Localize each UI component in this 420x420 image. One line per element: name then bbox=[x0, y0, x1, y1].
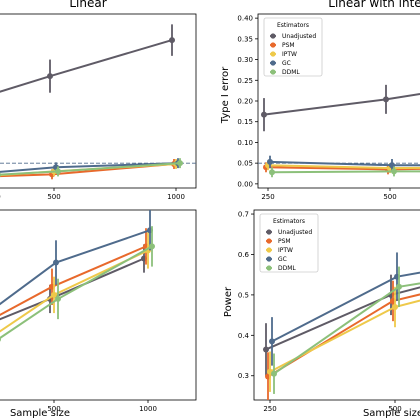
legend-label: DDML bbox=[278, 265, 296, 272]
point-iptw bbox=[51, 291, 57, 298]
panel-top-right: 0.00 0.05 0.10 0.15 0.20 0.25 0.30 0.35 0.40 250 5… bbox=[237, 13, 420, 201]
legend-title: Estimators bbox=[277, 22, 309, 29]
legend-marker bbox=[270, 42, 276, 48]
point-unadjusted bbox=[383, 96, 389, 103]
y-tick-label: 0.6 bbox=[238, 251, 250, 259]
y-tick-label: 0.35 bbox=[237, 35, 253, 43]
y-axis-label-type-i-error: Type I error bbox=[220, 66, 231, 124]
legend-label: PSM bbox=[278, 238, 291, 245]
point-ddml bbox=[271, 370, 277, 377]
panel-title-top-right: Linear with inte bbox=[328, 0, 420, 10]
x-tick-label: 250 bbox=[0, 193, 1, 201]
point-gc bbox=[53, 259, 59, 266]
x-axis-label-sample-size-left: Sample size bbox=[10, 408, 70, 419]
legend-label: IPTW bbox=[278, 247, 293, 254]
x-tick-label: 250 bbox=[261, 193, 274, 201]
point-ddml bbox=[177, 160, 183, 167]
point-unadjusted bbox=[263, 346, 269, 353]
y-tick-label: 0.25 bbox=[237, 77, 253, 85]
y-axis-label-power: Power bbox=[223, 286, 234, 317]
point-ddml bbox=[396, 283, 402, 290]
panel-top-left: 250 500 1000 bbox=[0, 13, 197, 201]
y-tick-label: 0.4 bbox=[238, 332, 250, 340]
plot-frame bbox=[0, 13, 197, 189]
legend-box bbox=[263, 17, 323, 77]
plot-area bbox=[261, 84, 420, 178]
legend-label: GC bbox=[282, 60, 291, 67]
y-tick-label: 0.20 bbox=[237, 98, 253, 106]
legend-marker bbox=[270, 33, 276, 39]
plot-area bbox=[0, 24, 183, 180]
legend-label: Unadjusted bbox=[282, 33, 316, 40]
legend-marker bbox=[266, 247, 272, 253]
point-ddml bbox=[0, 337, 1, 342]
y-tick-label: 0.00 bbox=[237, 180, 253, 188]
legend: Estimators Unadjusted PSM IPTW GC DDML bbox=[263, 17, 323, 77]
panel-bottom-right: 0.3 0.4 0.5 0.6 0.7 250 500 Estimators Unadjuste… bbox=[238, 209, 420, 413]
legend-marker bbox=[266, 256, 272, 262]
y-tick-label: 0.30 bbox=[237, 56, 253, 64]
legend-marker bbox=[270, 69, 276, 75]
series-line-unadjusted bbox=[263, 93, 420, 116]
legend-label: DDML bbox=[282, 69, 300, 76]
point-ddml bbox=[55, 168, 61, 175]
legend-label: PSM bbox=[282, 42, 295, 49]
x-tick-label: 500 bbox=[47, 405, 60, 413]
point-ddml bbox=[391, 168, 397, 175]
legend-marker bbox=[266, 229, 272, 235]
point-gc bbox=[269, 338, 275, 345]
plot-frame bbox=[253, 209, 420, 401]
y-tick-label: 0.3 bbox=[238, 372, 249, 380]
y-tick-label: 0.5 bbox=[238, 291, 249, 299]
x-tick-label: 500 bbox=[383, 193, 396, 201]
x-tick-label: 1000 bbox=[139, 405, 157, 413]
x-axis-label-sample-size-right: Sample size bbox=[363, 408, 420, 419]
legend-label: GC bbox=[278, 256, 287, 263]
legend-label: IPTW bbox=[282, 51, 297, 58]
plot-frame bbox=[0, 209, 197, 401]
x-tick-label: 500 bbox=[47, 193, 60, 201]
plot-area bbox=[0, 210, 155, 342]
plot-area bbox=[263, 252, 420, 400]
legend-marker bbox=[266, 238, 272, 244]
y-tick-label: 0.7 bbox=[238, 211, 249, 219]
point-ddml bbox=[0, 172, 1, 177]
legend-label: Unadjusted bbox=[278, 229, 312, 236]
panel-bottom-left: 500 1000 bbox=[0, 209, 197, 413]
point-ddml bbox=[149, 243, 155, 250]
x-tick-label: 1000 bbox=[167, 193, 185, 201]
y-tick-label: 0.05 bbox=[237, 160, 253, 168]
point-unadjusted bbox=[169, 37, 175, 44]
point-unadjusted bbox=[47, 73, 53, 80]
series-line-gc bbox=[0, 229, 151, 306]
x-tick-label: 500 bbox=[388, 405, 401, 413]
legend-marker bbox=[270, 51, 276, 57]
point-gc bbox=[267, 158, 273, 165]
legend-box bbox=[259, 213, 319, 273]
point-iptw bbox=[392, 304, 398, 311]
legend: Estimators Unadjusted PSM IPTW GC DDML bbox=[259, 213, 319, 273]
legend-marker bbox=[270, 60, 276, 66]
y-tick-label: 0.40 bbox=[237, 15, 253, 23]
point-ddml bbox=[55, 295, 61, 302]
point-unadjusted bbox=[261, 111, 267, 118]
x-tick-label: 250 bbox=[263, 405, 276, 413]
y-tick-label: 0.15 bbox=[237, 118, 253, 126]
legend-title: Estimators bbox=[273, 218, 305, 225]
series-line-ddml bbox=[271, 170, 420, 174]
series-line-unadjusted bbox=[0, 39, 173, 93]
y-tick-label: 0.10 bbox=[237, 139, 253, 147]
point-ddml bbox=[269, 169, 275, 176]
panel-title-top-left: Linear bbox=[69, 0, 106, 10]
legend-marker bbox=[266, 265, 272, 271]
